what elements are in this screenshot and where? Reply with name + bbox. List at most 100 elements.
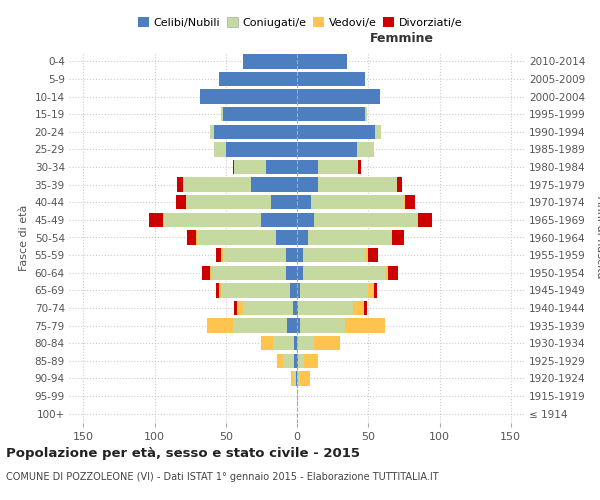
Bar	[243, 301, 293, 315]
Bar	[223, 248, 286, 262]
Bar	[297, 354, 298, 368]
Bar	[292, 371, 293, 386]
Bar	[385, 266, 388, 280]
Bar	[388, 266, 398, 280]
Bar	[297, 301, 298, 315]
Text: COMUNE DI POZZOLEONE (VI) - Dati ISTAT 1° gennaio 2015 - Elaborazione TUTTITALIA: COMUNE DI POZZOLEONE (VI) - Dati ISTAT 1…	[6, 472, 439, 482]
Bar	[297, 248, 303, 262]
Bar	[275, 230, 297, 244]
Bar	[216, 283, 218, 298]
Bar	[266, 160, 297, 174]
Bar	[297, 90, 380, 104]
Bar	[294, 354, 297, 368]
Bar	[300, 318, 346, 333]
Text: Femmine: Femmine	[370, 32, 434, 45]
Bar	[286, 266, 297, 280]
Bar	[262, 336, 273, 350]
Bar	[297, 336, 314, 350]
Bar	[376, 124, 381, 139]
Bar	[308, 230, 391, 244]
Bar	[300, 371, 310, 386]
Bar	[233, 160, 235, 174]
Bar	[368, 248, 378, 262]
Bar	[235, 301, 237, 315]
Bar	[358, 160, 361, 174]
Bar	[353, 301, 364, 315]
Bar	[214, 124, 297, 139]
Bar	[293, 301, 297, 315]
Bar	[221, 248, 223, 262]
Bar	[262, 212, 297, 227]
Bar	[297, 72, 365, 86]
Bar	[294, 336, 297, 350]
Y-axis label: Fasce di età: Fasce di età	[19, 204, 29, 270]
Bar	[297, 195, 311, 210]
Bar	[297, 124, 376, 139]
Bar	[273, 336, 294, 350]
Bar	[416, 212, 418, 227]
Bar	[237, 301, 243, 315]
Bar	[314, 336, 340, 350]
Bar	[176, 195, 186, 210]
Bar	[234, 160, 266, 174]
Bar	[297, 160, 319, 174]
Bar	[297, 178, 319, 192]
Bar	[218, 283, 221, 298]
Bar	[293, 371, 296, 386]
Bar	[210, 124, 214, 139]
Bar	[216, 248, 221, 262]
Bar	[297, 283, 300, 298]
Bar	[397, 178, 403, 192]
Bar	[298, 354, 304, 368]
Bar	[364, 301, 367, 315]
Bar	[297, 389, 298, 404]
Bar	[319, 160, 358, 174]
Bar	[314, 212, 417, 227]
Bar	[303, 248, 365, 262]
Bar	[365, 107, 367, 122]
Bar	[207, 318, 233, 333]
Bar	[404, 195, 406, 210]
Bar	[210, 266, 212, 280]
Bar	[418, 212, 433, 227]
Bar	[297, 107, 365, 122]
Bar	[300, 283, 368, 298]
Bar	[283, 354, 294, 368]
Bar	[221, 107, 223, 122]
Y-axis label: Anni di nascita: Anni di nascita	[595, 196, 600, 279]
Bar	[243, 54, 297, 68]
Bar	[286, 248, 297, 262]
Bar	[297, 54, 347, 68]
Bar	[297, 266, 303, 280]
Bar	[178, 178, 183, 192]
Bar	[221, 283, 290, 298]
Bar	[391, 230, 392, 244]
Bar	[200, 90, 297, 104]
Bar	[196, 230, 197, 244]
Bar	[303, 266, 385, 280]
Bar	[233, 318, 287, 333]
Bar	[296, 371, 297, 386]
Bar	[319, 178, 397, 192]
Bar	[297, 212, 314, 227]
Bar	[311, 195, 404, 210]
Bar	[297, 371, 300, 386]
Bar	[214, 142, 226, 156]
Bar	[251, 178, 297, 192]
Bar	[163, 212, 164, 227]
Bar	[304, 354, 319, 368]
Bar	[297, 142, 357, 156]
Bar	[406, 195, 415, 210]
Bar	[183, 178, 251, 192]
Bar	[287, 318, 297, 333]
Bar	[392, 230, 404, 244]
Bar	[149, 212, 163, 227]
Bar	[186, 195, 271, 210]
Bar	[197, 230, 275, 244]
Bar	[223, 107, 297, 122]
Text: Popolazione per età, sesso e stato civile - 2015: Popolazione per età, sesso e stato civil…	[6, 448, 360, 460]
Legend: Celibi/Nubili, Coniugati/e, Vedovi/e, Divorziati/e: Celibi/Nubili, Coniugati/e, Vedovi/e, Di…	[133, 13, 467, 32]
Bar	[202, 266, 210, 280]
Bar	[297, 318, 300, 333]
Bar	[218, 72, 297, 86]
